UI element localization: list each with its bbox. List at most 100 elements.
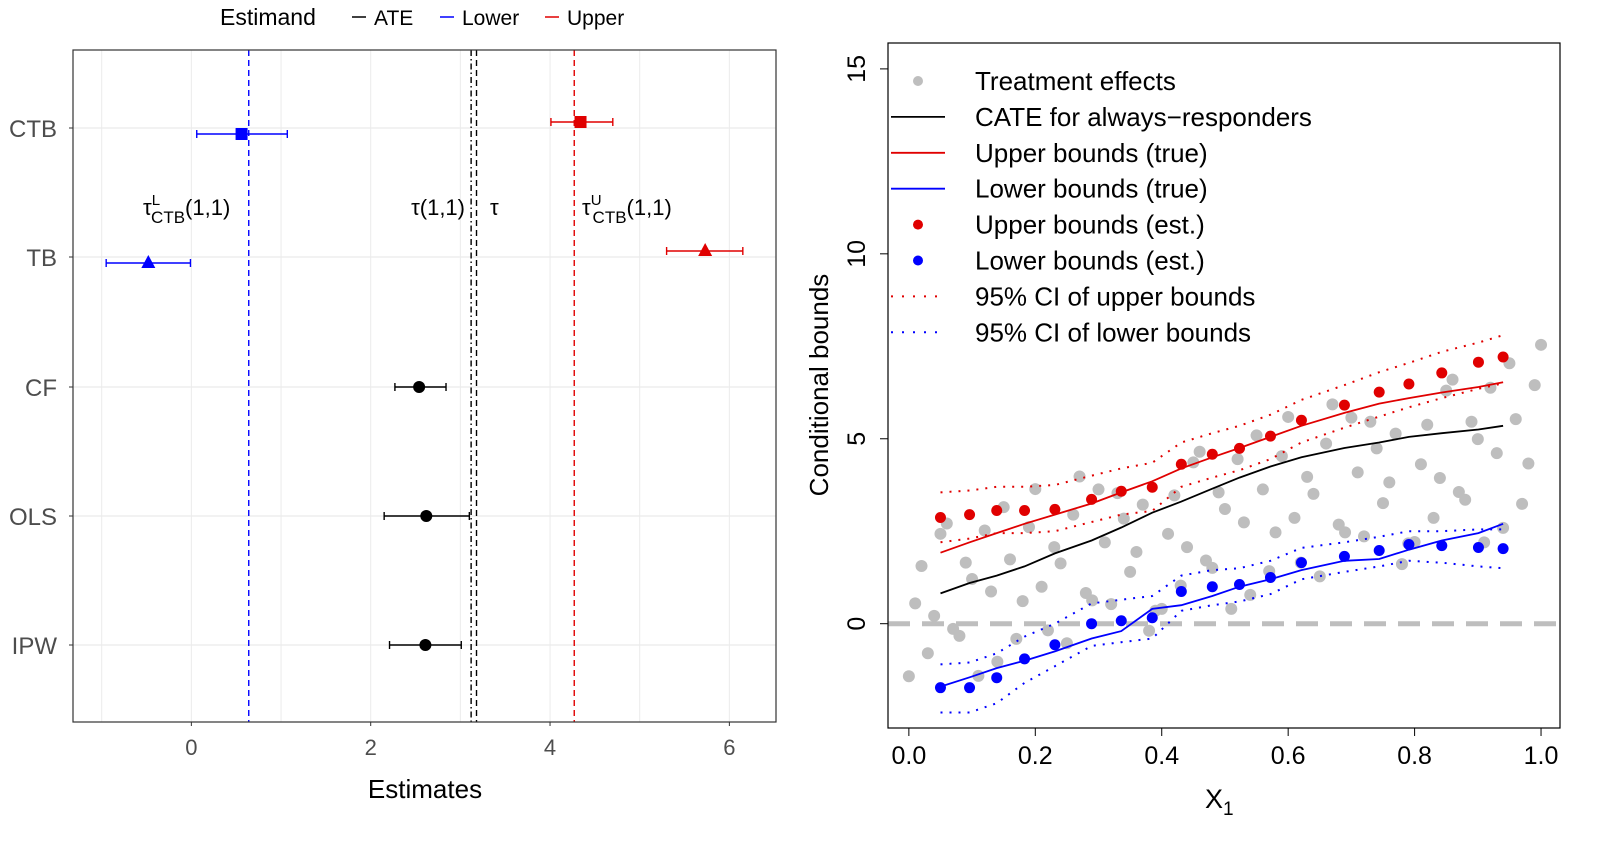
reference-annotation: τU CTB(1,1): [582, 192, 672, 227]
treatment-effect-point: [1041, 624, 1054, 637]
y-tick-label: 5: [843, 432, 871, 446]
bound-estimate-point: [1233, 442, 1245, 454]
bound-estimate-point: [1146, 481, 1158, 493]
annotation-tail: (1,1): [627, 195, 672, 220]
treatment-effect-point: [1351, 466, 1364, 479]
treatment-effect-point: [1389, 427, 1402, 440]
legend-label: ATE: [374, 7, 413, 30]
treatment-effect-point: [921, 647, 934, 660]
bound-estimate-point: [1264, 571, 1276, 583]
reference-annotation: τ(1,1): [411, 195, 465, 220]
x-axis-label: Estimates: [368, 774, 482, 804]
treatment-effect-point: [1199, 554, 1212, 567]
point-triangle: [698, 243, 713, 256]
bound-estimate-point: [1436, 540, 1448, 552]
bound-estimate-point: [1373, 386, 1385, 398]
legend-label: Upper: [567, 7, 624, 30]
series-line: [940, 424, 1504, 595]
treatment-effect-point: [1168, 489, 1181, 502]
point-circle: [419, 639, 432, 651]
treatment-effect-point: [978, 524, 991, 537]
treatment-effect-point: [1433, 471, 1446, 484]
treatment-effect-point: [1092, 483, 1105, 496]
y-tick-label: CF: [25, 375, 57, 402]
legend-label: Upper bounds (est.): [975, 210, 1205, 240]
x-tick-label: 4: [544, 735, 556, 760]
legend-title: Estimand: [220, 4, 316, 30]
treatment-effect-point: [1522, 457, 1535, 470]
treatment-effect-point: [1471, 433, 1484, 446]
treatment-effect-point: [1004, 553, 1017, 566]
treatment-effect-point: [1275, 450, 1288, 463]
bound-estimate-point: [1497, 351, 1509, 363]
treatment-effect-point: [1048, 541, 1061, 554]
bound-estimate-point: [1338, 399, 1350, 411]
treatment-effect-point: [1313, 570, 1326, 583]
treatment-effect-point: [1181, 541, 1194, 554]
treatment-effect-point: [959, 556, 972, 569]
x-axis-label: X1: [1205, 784, 1234, 820]
annotation-sup: U: [591, 192, 602, 209]
conditional-bounds-panel: 0 5 10 15 0.0 0.2 0.4 0.6 0.8 1.0 Conditional boun…: [804, 42, 1561, 820]
legend-key-point: [913, 219, 923, 230]
x-tick-label: 2: [365, 735, 377, 760]
bound-estimate-point: [1497, 543, 1509, 555]
x-tick-label: 0.4: [1144, 742, 1179, 770]
y-tick-label: IPW: [12, 633, 58, 660]
bound-estimate-point: [964, 509, 976, 521]
point-circle: [413, 381, 426, 393]
treatment-effect-point: [1509, 413, 1522, 426]
treatment-effect-point: [1358, 530, 1371, 543]
y-tick-label: OLS: [9, 504, 57, 531]
x-tick-label: 6: [723, 735, 735, 760]
treatment-effect-point: [909, 597, 922, 610]
treatment-effect-point: [902, 670, 915, 683]
y-axis-label: Conditional bounds: [804, 274, 834, 497]
treatment-effect-point: [1212, 486, 1225, 499]
treatment-effect-point: [1029, 483, 1042, 496]
ci-upper-line: [940, 528, 1504, 666]
treatment-effect-point: [1256, 483, 1269, 496]
legend-label: Upper bounds (true): [975, 138, 1208, 168]
treatment-effect-point: [1395, 558, 1408, 571]
treatment-effect-point: [1307, 487, 1320, 500]
annotation-main: τ: [143, 195, 152, 220]
treatment-effect-point: [1446, 373, 1459, 386]
x-tick-label: 0.8: [1397, 742, 1432, 770]
treatment-effect-point: [1326, 398, 1339, 411]
treatment-effect-point: [1098, 536, 1111, 549]
legend-label: Lower bounds (est.): [975, 246, 1205, 276]
bound-estimate-point: [1264, 430, 1276, 442]
treatment-effect-point: [1535, 338, 1548, 351]
bound-estimate-point: [934, 682, 946, 694]
treatment-effect-point: [1288, 511, 1301, 524]
legend-label: CATE for always−responders: [975, 102, 1312, 132]
bound-estimate-point: [964, 682, 976, 694]
y-tick-label: TB: [26, 245, 57, 272]
bound-estimate-point: [1049, 503, 1061, 515]
annotation-main: τ: [582, 195, 591, 220]
treatment-effect-point: [1130, 545, 1143, 558]
treatment-effect-point: [928, 609, 941, 622]
treatment-effect-point: [1370, 442, 1383, 455]
treatment-effect-point: [1124, 565, 1137, 578]
treatment-effect-point: [1376, 497, 1389, 510]
treatment-effect-point: [1010, 632, 1023, 645]
bound-estimate-point: [1338, 550, 1350, 562]
bound-estimate-point: [1049, 639, 1061, 651]
treatment-effect-point: [1427, 511, 1440, 524]
bound-estimate-point: [1115, 485, 1127, 497]
treatment-effect-point: [1250, 429, 1263, 442]
treatment-effect-point: [1225, 602, 1238, 615]
annotation-main: τ(1,1): [411, 195, 465, 220]
legend-key-point: [913, 76, 923, 86]
reference-annotation: τL CTB(1,1): [143, 192, 230, 227]
forest-plot-panel: τL CTB(1,1) τ(1,1) τ τU CTB(1,1)CTBTBCFOLSIPW…: [9, 4, 777, 804]
treatment-effect-point: [1086, 594, 1099, 607]
treatment-effect-point: [1269, 526, 1282, 539]
bound-estimate-point: [1472, 356, 1484, 368]
bound-estimate-point: [1233, 578, 1245, 590]
treatment-effect-point: [1136, 498, 1149, 511]
bound-estimate-point: [1403, 539, 1415, 551]
